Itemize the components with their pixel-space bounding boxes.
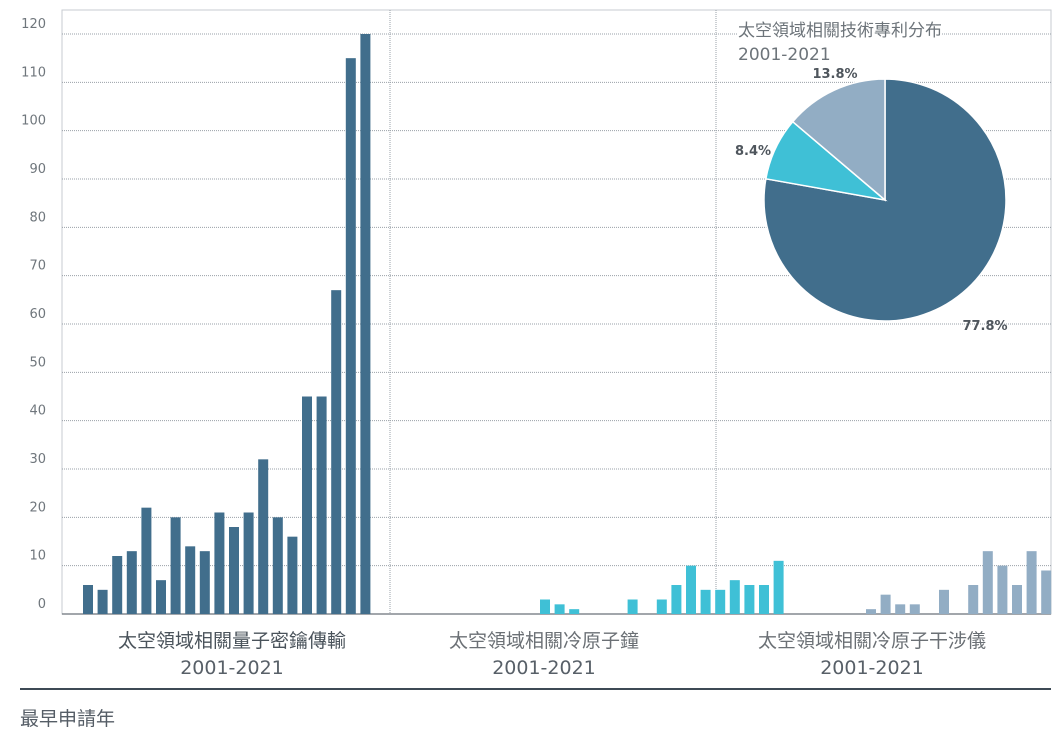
y-tick-label: 60: [29, 307, 46, 322]
panel-subtitle: 2001-2021: [820, 657, 924, 679]
bar: [881, 595, 891, 614]
panel-title: 太空領域相關冷原子干涉儀: [758, 630, 986, 652]
pie-label: 8.4%: [735, 144, 771, 159]
bar: [866, 609, 876, 614]
pie-label: 77.8%: [962, 319, 1007, 334]
panel-subtitle: 2001-2021: [492, 657, 596, 679]
y-tick-label: 110: [21, 65, 46, 80]
bar: [156, 580, 166, 614]
bar: [657, 600, 667, 615]
pie-title: 太空領域相關技術專利分布 2001-2021: [738, 19, 942, 67]
bar: [200, 551, 210, 614]
bar: [273, 517, 283, 614]
y-tick-label: 40: [29, 404, 46, 419]
panel-subtitle: 2001-2021: [180, 657, 284, 679]
bar: [229, 527, 239, 614]
bar: [744, 585, 754, 614]
bar: [112, 556, 122, 614]
bar: [1012, 585, 1022, 614]
bar: [317, 397, 327, 615]
bar: [127, 551, 137, 614]
y-tick-label: 80: [29, 210, 46, 225]
bar: [628, 600, 638, 615]
pie-label: 13.8%: [812, 67, 857, 82]
bar: [983, 551, 993, 614]
y-tick-label: 20: [29, 500, 46, 515]
bar: [730, 580, 740, 614]
panel-title: 太空領域相關量子密鑰傳輸: [118, 630, 346, 652]
bar: [774, 561, 784, 614]
y-tick-label: 90: [29, 162, 46, 177]
bar: [555, 604, 565, 614]
pie-title-line: 太空領域相關技術專利分布: [738, 19, 942, 43]
bar: [287, 537, 297, 614]
bar: [258, 459, 268, 614]
bar: [83, 585, 93, 614]
bar: [98, 590, 108, 614]
y-tick-label: 50: [29, 355, 46, 370]
bar: [1041, 571, 1051, 615]
bar: [997, 566, 1007, 614]
x-axis-label: 最早申請年: [20, 704, 115, 731]
bar: [715, 590, 725, 614]
y-tick-label: 10: [29, 549, 46, 564]
bar: [214, 513, 224, 615]
pie-subtitle-line: 2001-2021: [738, 43, 942, 67]
bar: [346, 58, 356, 614]
y-tick-label: 120: [21, 17, 46, 32]
bar: [671, 585, 681, 614]
bar: [701, 590, 711, 614]
bar: [1027, 551, 1037, 614]
bar: [141, 508, 151, 614]
bar: [569, 609, 579, 614]
y-tick-label: 70: [29, 259, 46, 274]
bar: [910, 604, 920, 614]
bar: [895, 604, 905, 614]
y-tick-label: 30: [29, 452, 46, 467]
bar: [939, 590, 949, 614]
bar: [302, 397, 312, 615]
bar: [185, 546, 195, 614]
bar: [968, 585, 978, 614]
bar: [171, 517, 181, 614]
panel-title: 太空領域相關冷原子鐘: [449, 630, 639, 652]
bar: [331, 290, 341, 614]
y-tick-label: 100: [21, 114, 46, 129]
bar: [360, 34, 370, 614]
bar: [540, 600, 550, 615]
y-tick-label: 0: [38, 597, 46, 612]
bar: [244, 513, 254, 615]
footer-divider: [20, 688, 1051, 690]
bar: [686, 566, 696, 614]
bar: [759, 585, 769, 614]
